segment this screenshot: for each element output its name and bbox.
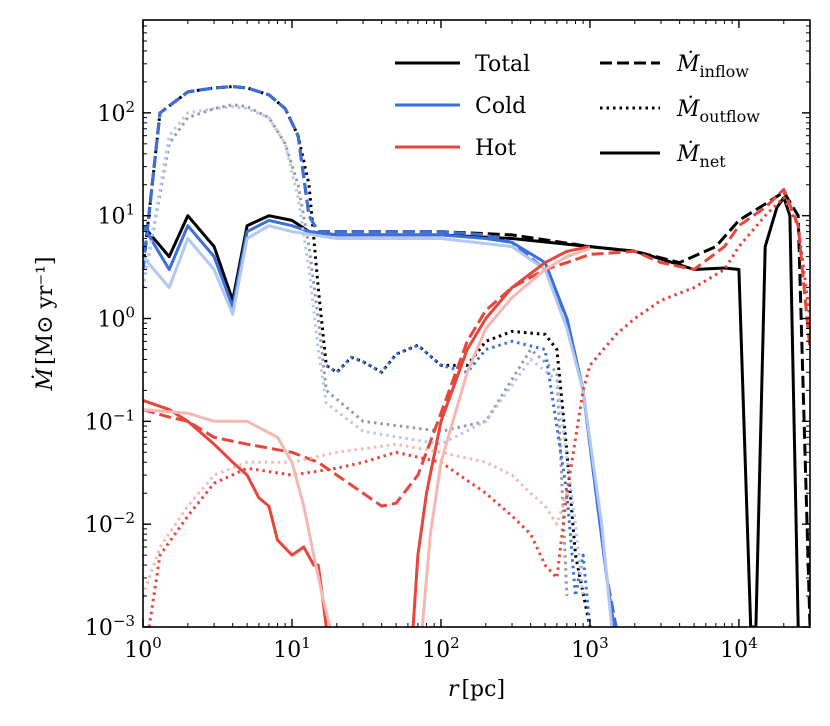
legend-label-inflow: Ṁinflow (676, 50, 749, 81)
y-tick-label: 100 (97, 304, 135, 333)
x-axis-label: r [pc] (448, 677, 505, 702)
x-tick-label: 102 (422, 634, 460, 663)
legend-label-outflow: Ṁoutflow (676, 95, 760, 126)
series-line-hot-outflow (147, 196, 810, 627)
series-line-cold-net-light- (143, 224, 614, 627)
series-line-cold-inflow (143, 85, 618, 627)
legend-label-cold: Cold (475, 94, 526, 119)
y-tick-label: 101 (97, 201, 135, 230)
y-tick-label: 10−3 (85, 612, 135, 641)
plot-area (143, 85, 810, 627)
series-line-hot-net-rising- (411, 245, 591, 627)
series-line-cold-outflow (325, 339, 592, 627)
y-tick-label: 10−2 (85, 509, 135, 538)
x-tick-label: 100 (124, 634, 162, 663)
x-tick-label: 103 (571, 634, 609, 663)
y-axis-label: Ṁ[M⊙ yr⁻¹] (31, 256, 58, 391)
legend: Total Cold Hot Ṁinflow Ṁoutflow Ṁnet (395, 50, 760, 171)
legend-label-hot: Hot (475, 136, 516, 161)
series-line-hot-net-light- (143, 408, 332, 627)
y-tick-label: 10−1 (85, 406, 135, 435)
legend-label-net: Ṁnet (676, 140, 726, 171)
tick-labels: 100 101 102 103 104 10−3 10−2 10−1 100 101 102 (85, 98, 758, 663)
series-line-hot-net-light-rising- (420, 247, 591, 627)
series-line-hot-inflow (143, 187, 810, 508)
series-line-cold-outflow-light- (143, 105, 585, 597)
x-tick-label: 104 (720, 634, 758, 663)
legend-label-total: Total (475, 52, 530, 77)
y-tick-label: 102 (97, 98, 135, 127)
x-tick-label: 101 (273, 634, 311, 663)
series-line-hot-outflow-light- (143, 442, 569, 597)
tick-marks (142, 19, 811, 628)
